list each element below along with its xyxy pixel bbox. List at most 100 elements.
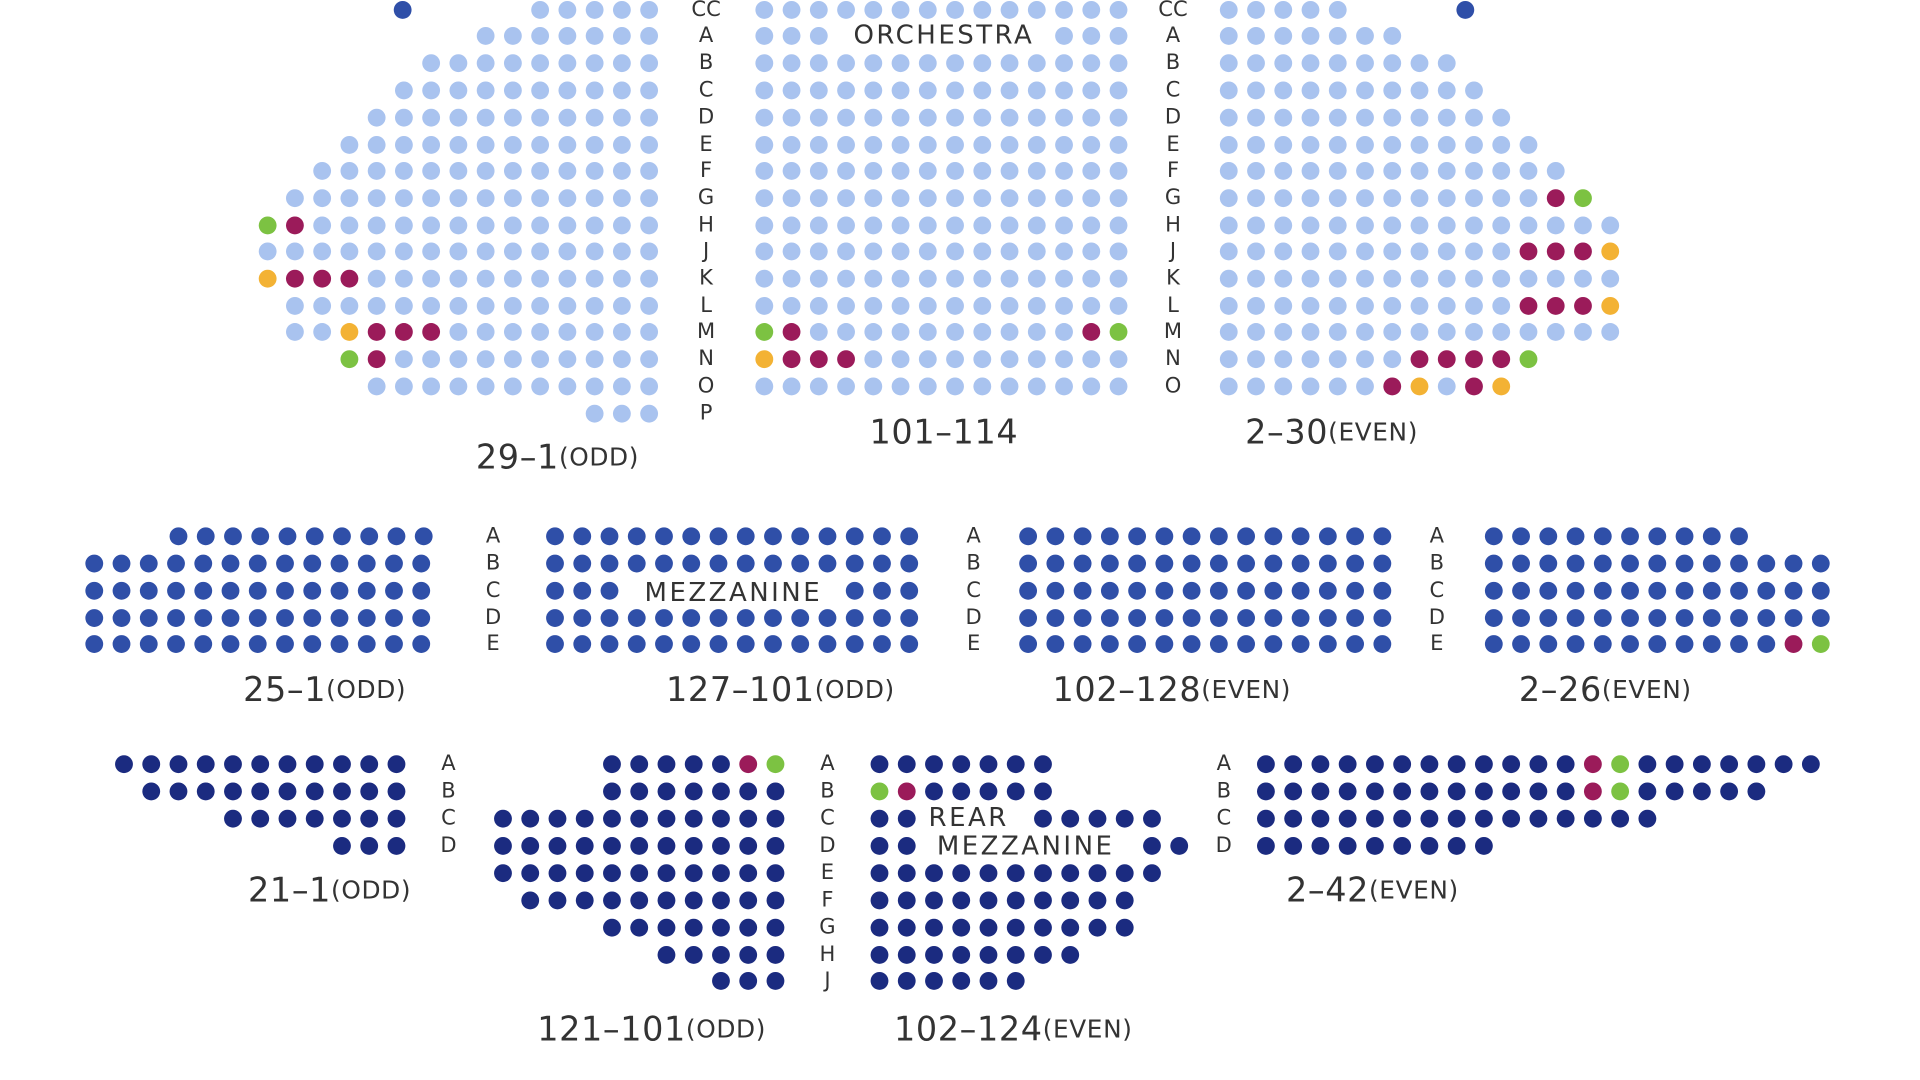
seat	[1356, 27, 1374, 45]
seat	[870, 782, 889, 801]
seat	[1383, 27, 1402, 45]
seat	[755, 0, 774, 19]
seat	[684, 837, 703, 855]
seat	[476, 216, 495, 235]
seat	[946, 323, 964, 341]
seat	[657, 782, 676, 801]
seat	[1247, 27, 1265, 45]
seat	[712, 891, 730, 910]
seat	[1006, 891, 1025, 910]
seat	[1447, 809, 1466, 828]
seat	[1034, 864, 1052, 883]
seat	[612, 377, 631, 396]
seat	[1109, 269, 1128, 288]
row-label: B	[1430, 550, 1444, 575]
row-label: D	[1165, 104, 1181, 129]
seat	[1556, 809, 1575, 828]
seat	[531, 189, 550, 208]
section-label: 25–1(ODD)	[243, 670, 406, 709]
seat	[979, 945, 998, 964]
seat	[139, 609, 158, 627]
seat	[979, 891, 998, 910]
seat	[873, 527, 891, 546]
seat	[627, 527, 646, 546]
seat	[782, 269, 801, 288]
seat	[1328, 242, 1347, 261]
seat	[1383, 377, 1402, 396]
seat	[278, 755, 297, 774]
seat	[1143, 809, 1161, 828]
seat	[925, 864, 943, 883]
row-label: O	[698, 372, 715, 397]
seat	[1073, 581, 1092, 600]
seat	[952, 864, 971, 883]
seat	[1492, 323, 1511, 341]
seat	[169, 782, 188, 801]
row-label: K	[699, 265, 714, 290]
row-label: B	[699, 49, 713, 74]
seat	[385, 554, 403, 573]
seat	[612, 162, 631, 180]
seat	[640, 135, 659, 154]
seat	[558, 189, 577, 208]
seat	[1621, 609, 1639, 627]
seat	[412, 581, 431, 600]
seat	[1529, 809, 1548, 828]
seat	[1757, 581, 1776, 600]
seat	[1182, 554, 1201, 573]
seat	[864, 216, 883, 235]
row-label: C	[699, 76, 714, 101]
section-parity: (ODD)	[559, 442, 639, 471]
seat	[739, 809, 758, 828]
seat	[870, 891, 889, 910]
seat	[422, 54, 441, 73]
seat	[1492, 162, 1511, 180]
seat	[313, 297, 332, 315]
seat	[864, 189, 883, 208]
seat	[736, 609, 755, 627]
seat	[394, 135, 413, 154]
seat	[1356, 377, 1374, 396]
seat	[603, 918, 621, 937]
seat	[503, 350, 522, 369]
seat	[1519, 189, 1538, 208]
seat	[367, 189, 386, 208]
seat	[1383, 162, 1402, 180]
seat	[1730, 554, 1748, 573]
seat	[1115, 891, 1134, 910]
seat	[1393, 809, 1412, 828]
seat	[809, 189, 828, 208]
seat	[1247, 269, 1265, 288]
seat	[782, 323, 801, 341]
seat	[196, 527, 215, 546]
row-label: B	[1166, 49, 1180, 74]
seat	[585, 108, 604, 127]
row-label: E	[967, 630, 980, 655]
seat	[1128, 527, 1147, 546]
seat	[684, 755, 703, 774]
row-label: F	[1167, 157, 1179, 182]
seat	[1088, 809, 1107, 828]
seat	[1621, 554, 1639, 573]
seat	[1073, 609, 1092, 627]
seat	[1109, 297, 1128, 315]
seat	[1082, 0, 1101, 19]
seat	[1301, 350, 1320, 369]
seat	[194, 581, 213, 600]
seat	[1182, 635, 1201, 653]
seat	[630, 864, 649, 883]
seat	[1257, 837, 1275, 855]
seat	[1648, 635, 1667, 653]
seat	[766, 891, 785, 910]
seats	[85, 0, 1830, 990]
seat	[531, 216, 550, 235]
seat	[755, 54, 774, 73]
seat	[1539, 554, 1558, 573]
seat	[682, 635, 701, 653]
seat	[1073, 635, 1092, 653]
seat	[1264, 635, 1283, 653]
seat	[712, 972, 730, 990]
seat	[1519, 350, 1538, 369]
seat	[1082, 162, 1101, 180]
